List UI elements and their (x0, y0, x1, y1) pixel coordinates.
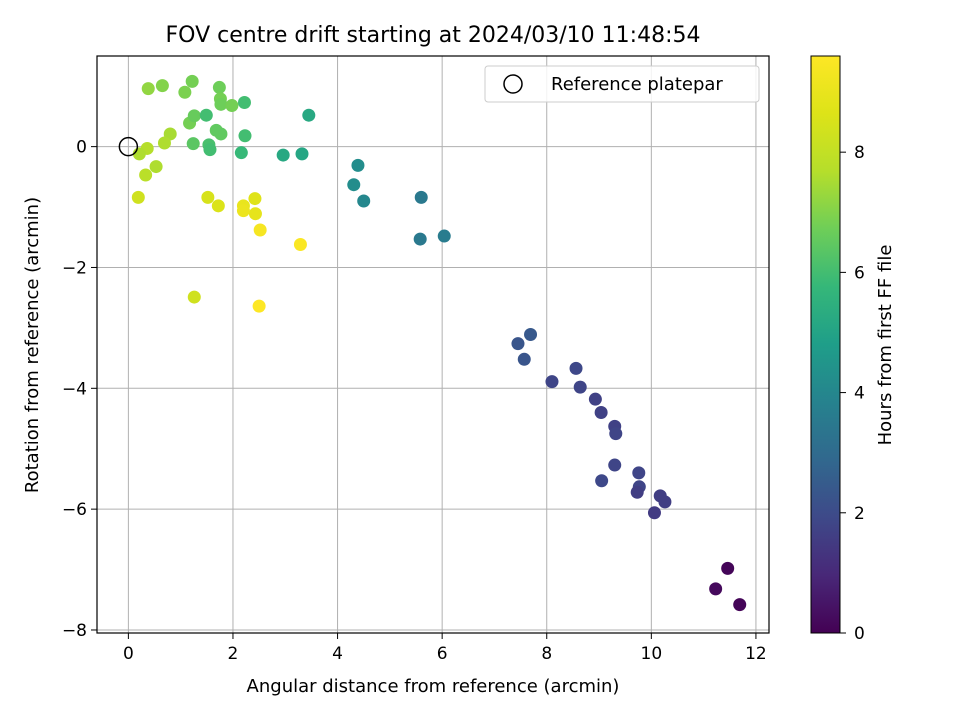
data-point (237, 96, 251, 110)
data-point (413, 232, 427, 246)
data-point (594, 405, 608, 419)
data-point (721, 561, 735, 575)
colorbar-ticks: 0 2 4 6 8 (840, 143, 865, 644)
data-point (248, 207, 262, 221)
data-point (658, 495, 672, 509)
data-point (630, 485, 644, 499)
data-point (131, 190, 145, 204)
colorbar-tick-label: 8 (854, 143, 865, 163)
data-point (293, 238, 307, 252)
y-axis-label: Rotation from reference (arcmin) (22, 197, 43, 493)
data-point (414, 190, 428, 204)
colorbar-tick-label: 0 (854, 624, 865, 644)
scatter-points (131, 74, 747, 612)
data-point (212, 80, 226, 94)
colorbar-gradient (810, 55, 841, 634)
data-point (187, 290, 201, 304)
data-point (357, 194, 371, 208)
colorbar-tick-label: 4 (854, 384, 865, 404)
data-point (234, 146, 248, 160)
data-point (253, 223, 267, 237)
data-point (608, 458, 622, 472)
data-point (186, 137, 200, 151)
data-point (545, 375, 559, 389)
data-point (347, 178, 361, 192)
data-point (236, 204, 250, 218)
data-point (569, 361, 583, 375)
x-tick-label: 10 (641, 644, 663, 664)
data-point (155, 79, 169, 93)
data-point (139, 168, 153, 182)
y-tick-label: −2 (62, 258, 87, 278)
data-point (573, 380, 587, 394)
data-point (302, 108, 316, 122)
colorbar-label: Hours from first FF file (875, 245, 896, 446)
data-point (632, 466, 646, 480)
data-point (248, 192, 262, 206)
y-axis-ticks: 0 −2 −4 −6 −8 (62, 138, 97, 641)
data-point (733, 598, 747, 612)
data-point (185, 74, 199, 88)
colorbar-tick-label: 2 (854, 504, 865, 524)
x-tick-label: 0 (123, 644, 134, 664)
chart-title: FOV centre drift starting at 2024/03/10 … (166, 23, 701, 48)
data-point (214, 127, 228, 141)
y-tick-label: −6 (62, 500, 87, 520)
y-tick-label: −8 (62, 621, 87, 641)
data-point (211, 199, 225, 213)
legend-box (484, 65, 760, 103)
data-point (524, 328, 538, 342)
data-point (149, 160, 163, 174)
data-point (517, 352, 531, 366)
legend: Reference platepar (484, 65, 760, 103)
colorbar: 0 2 4 6 8 Hours from first FF file (810, 55, 896, 644)
plot-frame (96, 55, 770, 634)
legend-label-reference: Reference platepar (551, 74, 723, 95)
y-tick-label: −4 (62, 379, 87, 399)
data-point (157, 136, 171, 150)
data-point (647, 506, 661, 520)
data-point (141, 82, 155, 96)
legend-marker-reference (503, 74, 523, 94)
x-tick-label: 4 (332, 644, 343, 664)
data-point (511, 337, 525, 351)
data-point (201, 190, 215, 204)
data-point (203, 143, 217, 157)
data-point (437, 229, 451, 243)
grid (97, 56, 769, 633)
data-point (252, 299, 266, 313)
data-point (214, 97, 228, 111)
x-tick-label: 2 (228, 644, 239, 664)
reference-layer (118, 136, 139, 157)
x-axis-label: Angular distance from reference (arcmin) (247, 676, 620, 697)
data-point (295, 147, 309, 161)
x-tick-label: 6 (437, 644, 448, 664)
data-point (187, 109, 201, 123)
data-point (588, 392, 602, 406)
data-point (351, 158, 365, 172)
colorbar-tick-label: 6 (854, 263, 865, 283)
data-point (276, 148, 290, 162)
x-tick-label: 12 (745, 644, 767, 664)
data-point (595, 474, 609, 488)
y-tick-label: 0 (76, 138, 87, 158)
data-point (225, 99, 239, 113)
x-tick-label: 8 (541, 644, 552, 664)
data-point (178, 85, 192, 99)
data-point (199, 108, 213, 122)
data-point (709, 582, 723, 596)
data-point (609, 427, 623, 441)
reference-platepar-marker (118, 136, 139, 157)
x-axis-ticks: 0 2 4 6 8 10 12 (123, 633, 767, 664)
data-point (238, 129, 252, 143)
